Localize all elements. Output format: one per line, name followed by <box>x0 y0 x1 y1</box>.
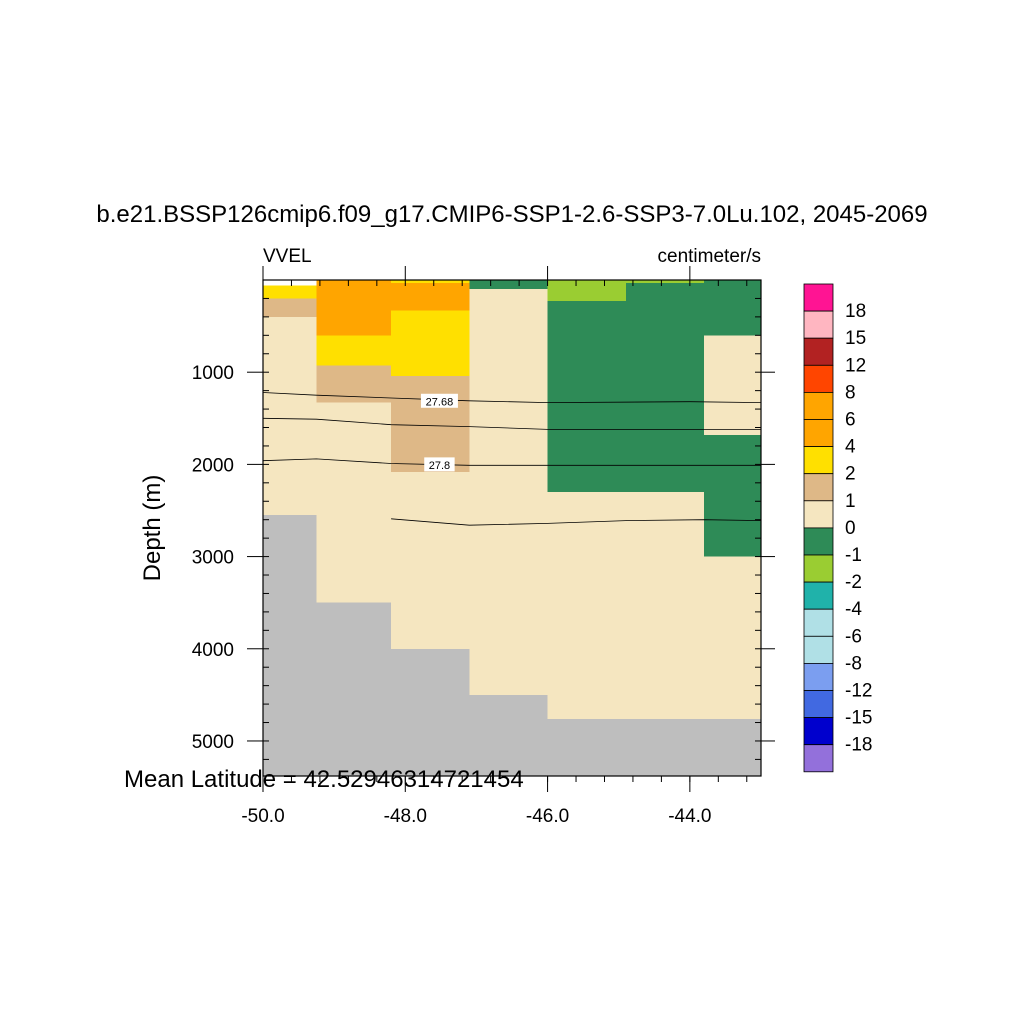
velocity-cell <box>316 280 392 336</box>
colorbar-swatch <box>803 527 834 556</box>
mean-latitude-label: Mean Latitude = 42.52946314721454 <box>124 766 524 793</box>
x-tick-label: -46.0 <box>526 806 569 827</box>
colorbar-label: -12 <box>845 681 872 702</box>
y-tick-label: 2000 <box>192 455 234 476</box>
colorbar-swatch <box>803 337 834 366</box>
colorbar-swatch <box>803 690 834 719</box>
velocity-cell <box>391 471 470 649</box>
colorbar-label: 8 <box>845 382 856 403</box>
density-contour <box>262 417 761 430</box>
colorbar-swatch <box>803 663 834 691</box>
velocity-cell <box>547 301 626 493</box>
velocity-cell <box>547 280 626 302</box>
y-tick-label: 3000 <box>192 548 234 569</box>
colorbar-label: -1 <box>845 545 862 566</box>
velocity-cell <box>704 556 761 719</box>
colorbar-label: -18 <box>845 735 872 756</box>
colorbar-swatch <box>803 364 834 393</box>
density-contour <box>391 518 762 526</box>
contour-label-box <box>424 457 455 472</box>
colorbar-label: 2 <box>845 464 856 485</box>
velocity-cell <box>704 280 761 336</box>
colorbar-swatch <box>803 717 834 746</box>
velocity-cell <box>263 298 317 317</box>
velocity-cell <box>547 492 626 719</box>
x-tick-label: -44.0 <box>668 806 711 827</box>
colorbar-swatch <box>803 500 834 529</box>
velocity-cells <box>263 280 761 719</box>
y-tick-label: 4000 <box>192 640 234 661</box>
y-tick-label: 1000 <box>192 363 234 384</box>
contour-labels: 27.68 27.8 <box>420 393 458 472</box>
colorbar: 18 15 12 8 6 4 2 1 0 -1 -2 -4 -6 -8 -12 -15 -18 <box>803 283 872 773</box>
colorbar-label: 15 <box>845 328 866 349</box>
y-axis-label: Depth (m) <box>139 475 166 582</box>
colorbar-label: 4 <box>845 437 856 458</box>
x-tick-label: -50.0 <box>241 806 284 827</box>
density-contour <box>262 392 762 404</box>
chart-title: b.e21.BSSP126cmip6.f09_g17.CMIP6-SSP1-2.… <box>96 201 927 228</box>
colorbar-label: 12 <box>845 355 866 376</box>
velocity-cell <box>316 335 392 366</box>
x-tick-label: -48.0 <box>384 806 427 827</box>
land-mask-cell <box>469 694 548 776</box>
contour-label: 27.8 <box>429 460 450 472</box>
velocity-cell <box>469 280 548 290</box>
velocity-cell <box>391 310 470 376</box>
units-label: centimeter/s <box>658 246 761 267</box>
colorbar-swatch <box>803 635 834 664</box>
y-axis: 1000 2000 3000 4000 5000 <box>192 297 775 760</box>
colorbar-swatch <box>803 310 834 339</box>
colorbar-label: 18 <box>845 301 866 322</box>
contour-label-box <box>420 393 458 408</box>
velocity-cell <box>704 434 761 557</box>
velocity-cell <box>625 492 705 719</box>
velocity-cell <box>391 375 470 472</box>
colorbar-label: -8 <box>845 653 862 674</box>
velocity-cell <box>316 365 392 403</box>
colorbar-label: 0 <box>845 518 856 539</box>
velocity-cell <box>625 280 705 493</box>
x-axis: -50.0 -48.0 -46.0 -44.0 <box>241 266 748 827</box>
contour-label: 27.68 <box>426 396 454 408</box>
colorbar-swatch <box>803 283 834 312</box>
colorbar-label: -6 <box>845 626 862 647</box>
colorbar-swatch <box>803 419 834 448</box>
colorbar-swatch <box>803 608 834 637</box>
colorbar-swatch <box>803 581 834 610</box>
density-contour <box>262 458 761 466</box>
colorbar-swatch <box>803 446 834 475</box>
colorbar-label: -15 <box>845 708 872 729</box>
surface-cell <box>391 280 470 283</box>
velocity-cell <box>391 280 470 311</box>
variable-label: VVEL <box>263 246 312 267</box>
land-mask-cell <box>263 515 317 776</box>
colorbar-label: -4 <box>845 599 862 620</box>
colorbar-swatch <box>803 473 834 502</box>
y-tick-label: 5000 <box>192 732 234 753</box>
velocity-cell <box>316 402 392 603</box>
surface-cell <box>547 280 626 283</box>
land-mask-cell <box>391 648 470 776</box>
colorbar-label: 6 <box>845 410 856 431</box>
land-mask-cell <box>316 602 392 776</box>
colorbar-swatch <box>803 554 834 583</box>
colorbar-swatch <box>803 744 834 773</box>
bathymetry-mask <box>263 515 761 776</box>
surface-cell <box>625 280 705 283</box>
colorbar-label: 1 <box>845 491 856 512</box>
land-mask-cell <box>547 718 761 776</box>
velocity-cell <box>263 316 317 516</box>
plot-frame <box>262 279 762 777</box>
colorbar-label: -2 <box>845 572 862 593</box>
density-contours <box>262 392 762 526</box>
velocity-cell <box>704 335 761 435</box>
velocity-cell <box>469 289 548 695</box>
velocity-cell <box>263 285 317 299</box>
colorbar-swatch <box>803 391 834 420</box>
